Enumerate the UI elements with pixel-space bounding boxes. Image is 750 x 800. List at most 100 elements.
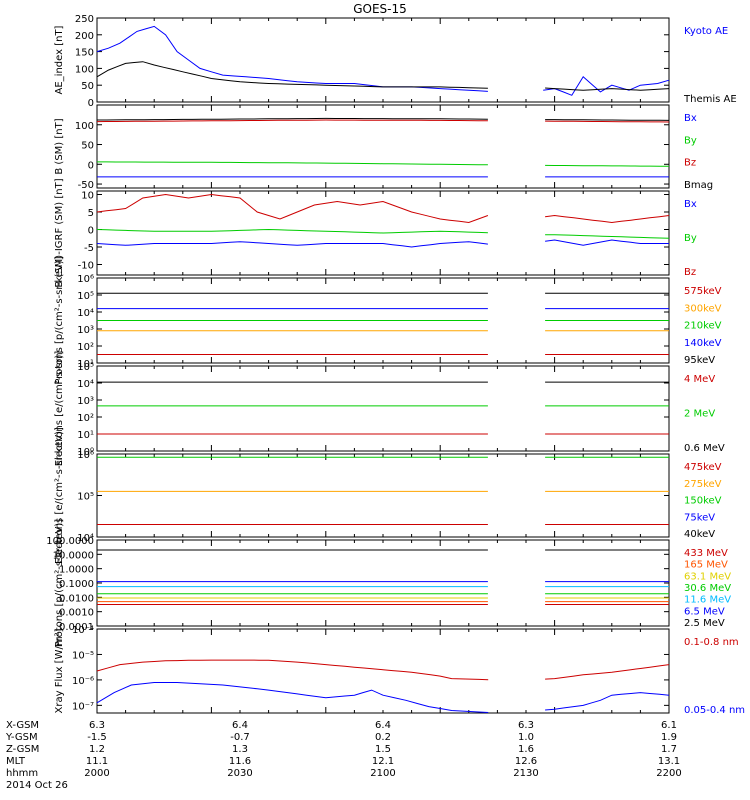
footer-value: 1.5 bbox=[375, 744, 391, 755]
y-tick-label: 100 bbox=[75, 64, 94, 75]
footer-row-label: Z-GSM bbox=[6, 744, 39, 755]
legend-label: 140keV bbox=[684, 338, 722, 349]
y-tick-label: 100 bbox=[75, 121, 94, 132]
legend-label: 75keV bbox=[684, 512, 715, 523]
panel-5: 10⁰ 10¹ 10² 10³ 10⁴ 10⁵ Electrons [e/(cm²-s-sr… bbox=[54, 351, 725, 467]
y-tick-label: 10⁶ bbox=[77, 274, 94, 285]
footer-value: 12.1 bbox=[372, 756, 394, 767]
legend-label: Bz bbox=[684, 158, 696, 169]
legend-label: 0.1-0.8 nm bbox=[684, 637, 739, 648]
y-tick-label: 10⁰ bbox=[77, 447, 94, 458]
y-axis-label: B (SM) [nT] bbox=[54, 118, 65, 174]
footer-value: 2200 bbox=[656, 768, 681, 779]
y-tick-label: 10⁻⁶ bbox=[72, 676, 94, 687]
series-line-bz bbox=[545, 214, 670, 224]
series-line-themis-ae bbox=[96, 61, 488, 89]
footer-value: 6.3 bbox=[89, 720, 105, 731]
footer-value: 1.3 bbox=[232, 744, 248, 755]
footer-value: 1.6 bbox=[518, 744, 534, 755]
footer-value: 6.4 bbox=[232, 720, 248, 731]
y-tick-label: 50 bbox=[81, 81, 94, 92]
y-tick-label: 10³ bbox=[77, 325, 94, 336]
series-line-bx bbox=[96, 241, 488, 248]
y-tick-label: 100.0000 bbox=[46, 536, 94, 547]
y-tick-label: 10² bbox=[77, 342, 94, 353]
y-axis-label: Protons [p/(cm²-s-sr-keV)] bbox=[54, 519, 65, 647]
panel-1: 0 50 100 150 200 250 AE_index [nT] Kyoto AE Them… bbox=[54, 14, 737, 109]
legend-label: 575keV bbox=[684, 286, 722, 297]
legend-label: Bx bbox=[684, 113, 697, 124]
y-tick-label: 0 bbox=[88, 160, 94, 171]
y-tick-label: 10⁶ bbox=[77, 450, 94, 461]
series-line-0-1-0-8-nm bbox=[96, 659, 489, 681]
footer-value: 11.6 bbox=[229, 756, 251, 767]
y-tick-label: 5 bbox=[88, 208, 94, 219]
footer-value: 6.4 bbox=[375, 720, 391, 731]
y-tick-label: 10² bbox=[77, 413, 94, 424]
footer-value: 11.1 bbox=[86, 756, 108, 767]
legend-label: 63.1 MeV bbox=[684, 571, 731, 582]
footer-row-label: Y-GSM bbox=[5, 732, 38, 743]
legend-label: 11.6 MeV bbox=[684, 595, 731, 606]
legend-label: 4 MeV bbox=[684, 374, 715, 385]
footer-row-label: hhmm bbox=[6, 768, 38, 779]
series-line-bz bbox=[96, 119, 488, 123]
footer-value: 1.7 bbox=[661, 744, 677, 755]
y-axis-label: B (SM)-IGRF (SM) [nT] bbox=[54, 178, 65, 287]
footer-value: 12.6 bbox=[515, 756, 537, 767]
series-line-by bbox=[96, 228, 488, 234]
legend-label: 30.6 MeV bbox=[684, 583, 731, 594]
legend-label: 0.6 MeV bbox=[684, 443, 725, 454]
y-tick-label: -50 bbox=[78, 180, 94, 191]
legend-label: 165 MeV bbox=[684, 560, 728, 571]
legend-label: 475keV bbox=[684, 462, 722, 473]
legend-label: 300keV bbox=[684, 303, 722, 314]
y-tick-label: 0.0001 bbox=[59, 622, 94, 633]
legend-label: 2 MeV bbox=[684, 409, 715, 420]
panel-frame bbox=[96, 539, 670, 627]
y-tick-label: 0 bbox=[88, 98, 94, 109]
series-line-0-1-0-8-nm bbox=[545, 664, 670, 680]
legend-label: 150keV bbox=[684, 496, 722, 507]
series-line-bmag bbox=[545, 119, 670, 121]
legend-label: 6.5 MeV bbox=[684, 606, 725, 617]
legend-label: 2.5 MeV bbox=[684, 618, 725, 629]
series-line-by bbox=[97, 161, 488, 166]
panel-4: 10¹ 10² 10³ 10⁴ 10⁵ 10⁶ Protons [p/(cm²-s-sr-k… bbox=[54, 256, 722, 384]
y-tick-label: 10⁴ bbox=[77, 308, 94, 319]
panel-2: -50 0 50 100 B (SM) [nT] Bx By Bz Bmag bbox=[54, 104, 713, 191]
y-tick-label: 50 bbox=[81, 141, 94, 152]
y-axis-label: Electrons [e/(cm²-s-sr)] bbox=[54, 351, 65, 467]
y-tick-label: 10.0000 bbox=[53, 550, 94, 561]
y-axis-label: AE_index [nT] bbox=[54, 25, 65, 94]
series-line-themis-ae bbox=[545, 87, 670, 91]
legend-label: 433 MeV bbox=[684, 548, 728, 559]
y-tick-label: 0 bbox=[88, 226, 94, 237]
legend-label: 40keV bbox=[684, 529, 715, 540]
legend-label: Themis AE bbox=[683, 94, 737, 105]
y-tick-label: 10⁴ bbox=[77, 379, 94, 390]
series-line-by bbox=[545, 164, 670, 167]
series-line-0-05-0-4-nm bbox=[96, 682, 489, 713]
footer-value: 2000 bbox=[84, 768, 109, 779]
series-line-by bbox=[545, 234, 670, 239]
y-tick-label: 10 bbox=[81, 191, 94, 202]
legend-label: 95keV bbox=[684, 355, 715, 366]
footer-value: 1.2 bbox=[89, 744, 105, 755]
y-tick-label: 0.1000 bbox=[59, 579, 94, 590]
y-tick-label: 10⁴ bbox=[77, 533, 94, 544]
panel-frame bbox=[96, 365, 670, 452]
footer-value: -1.5 bbox=[87, 732, 107, 743]
footer-value: 2130 bbox=[513, 768, 538, 779]
panel-frame bbox=[96, 104, 670, 189]
figure-title: GOES-15 bbox=[353, 2, 407, 16]
y-tick-label: 250 bbox=[75, 14, 94, 25]
legend-label: Bx bbox=[684, 199, 697, 210]
legend-label: By bbox=[684, 233, 697, 244]
footer-value: 6.3 bbox=[518, 720, 534, 731]
legend-label: Bz bbox=[684, 267, 696, 278]
footer-value: 2100 bbox=[370, 768, 395, 779]
series-line-0-05-0-4-nm bbox=[545, 692, 670, 711]
